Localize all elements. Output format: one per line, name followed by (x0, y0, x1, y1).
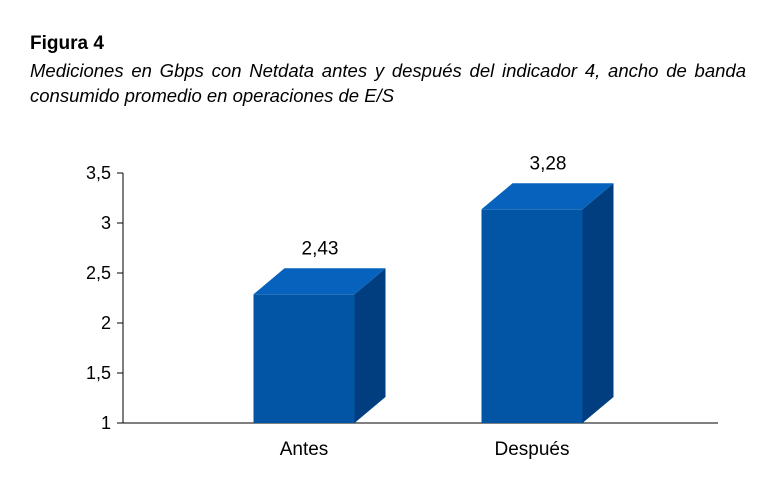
y-tick-label: 1 (101, 413, 111, 433)
y-tick-label: 2,5 (86, 263, 111, 283)
bar-side (354, 268, 386, 423)
x-tick-label: Antes (280, 439, 329, 460)
bar-value-label: 2,43 (302, 238, 339, 259)
y-tick-label: 3 (101, 213, 111, 233)
bar-top (253, 268, 386, 295)
bar-front (253, 294, 355, 423)
bar-value-label: 3,28 (530, 153, 567, 174)
bar-side (582, 183, 614, 423)
y-tick-label: 3,5 (86, 163, 111, 183)
figure-label: Figura 4 (30, 33, 104, 54)
y-tick-label: 2 (101, 313, 111, 333)
bar-top (481, 183, 614, 210)
y-tick-label: 1,5 (86, 363, 111, 383)
figure-caption: Mediciones en Gbps con Netdata antes y d… (30, 60, 746, 106)
bar-front (481, 209, 583, 423)
x-tick-label: Después (495, 439, 570, 460)
